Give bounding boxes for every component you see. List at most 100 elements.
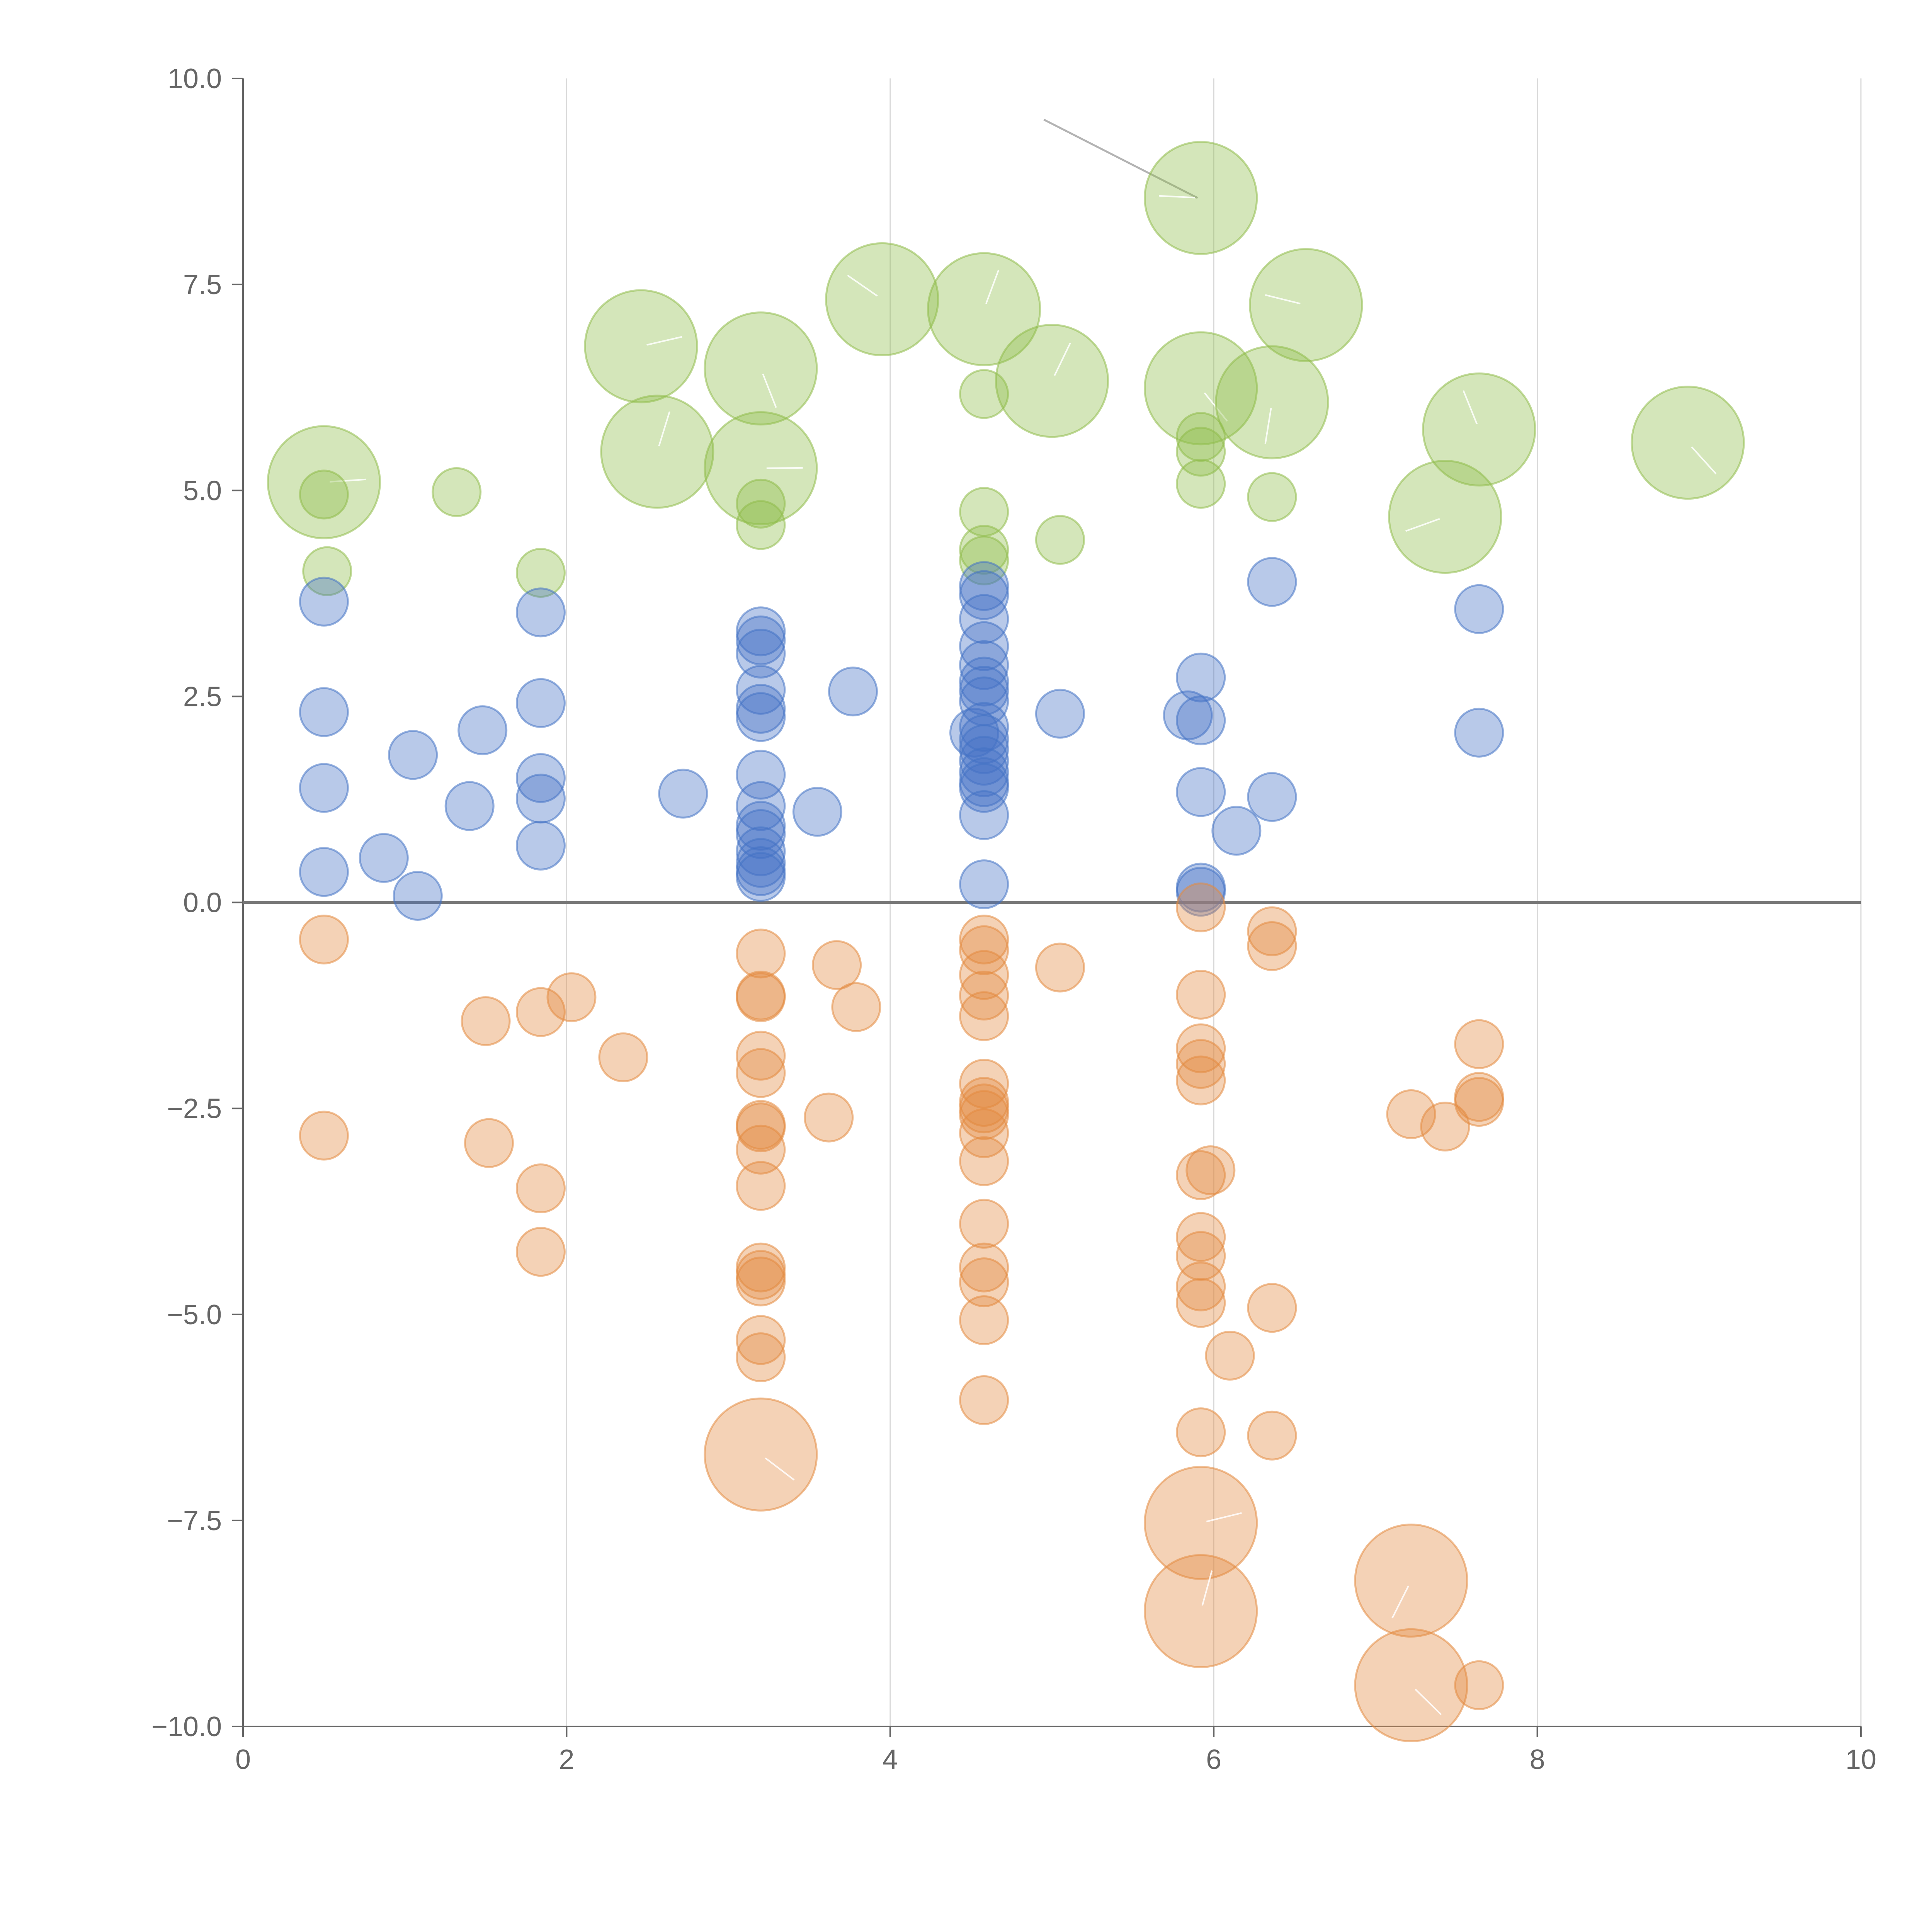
label-leader-line [330, 478, 366, 483]
y-tick-label: −10.0 [151, 1711, 222, 1742]
data-point-orange [1205, 1330, 1255, 1381]
data-point-blue [959, 594, 1009, 644]
data-point-orange [1247, 906, 1297, 956]
axes [232, 78, 1862, 1737]
data-point-orange [736, 1242, 786, 1293]
data-point-orange [736, 929, 786, 979]
data-point-orange [1420, 1102, 1470, 1152]
label-leader-line [762, 373, 777, 408]
data-point-blue [515, 820, 566, 871]
data-point-orange [959, 1257, 1009, 1308]
tick-labels: 0 2 4 6 8 10 10.0 7.5 5.0 2.5 0.0 −2.5 −5.0 −7.5 −10.0 [151, 63, 1876, 1775]
data-point-orange [959, 1090, 1009, 1140]
data-point-green [600, 395, 714, 509]
data-point-blue [959, 640, 1009, 690]
data-point-green [704, 311, 818, 426]
data-point-green [267, 425, 381, 539]
data-point-green [959, 525, 1009, 575]
y-tick-label: −5.0 [167, 1299, 222, 1330]
data-point-orange [598, 1032, 648, 1082]
data-point-blue [457, 705, 508, 755]
data-point-blue [444, 781, 495, 831]
data-point-orange [959, 970, 1009, 1020]
data-point-orange [959, 991, 1009, 1041]
data-point-orange [1185, 1145, 1236, 1196]
label-leader-line [1206, 1512, 1242, 1522]
data-point-orange [1176, 882, 1226, 932]
data-point-green [736, 500, 786, 550]
data-point-blue [736, 665, 786, 715]
data-point-blue [1176, 652, 1226, 702]
x-tick-label: 2 [559, 1744, 574, 1775]
data-point-blue [959, 790, 1009, 840]
data-point-orange [1144, 1466, 1258, 1580]
label-leader-line [765, 1457, 795, 1481]
label-leader-line [1691, 446, 1717, 474]
data-point-green [1247, 472, 1297, 522]
data-point-orange [1176, 1212, 1226, 1262]
data-point-orange [464, 1118, 514, 1168]
data-point-orange [959, 1295, 1009, 1345]
data-point-orange [736, 1124, 786, 1175]
data-point-blue [959, 747, 1009, 798]
label-leader-line [1265, 294, 1301, 304]
data-point-orange [959, 1199, 1009, 1249]
data-point-orange [1176, 1039, 1226, 1089]
y-tick-label: 0.0 [183, 888, 222, 918]
data-point-blue [1211, 806, 1262, 856]
data-point-blue [792, 787, 842, 837]
bubbles [267, 141, 1745, 1742]
label-leader-line [1264, 408, 1272, 444]
data-point-blue [299, 577, 349, 627]
data-point-green [927, 252, 1041, 366]
data-point-blue [736, 750, 786, 800]
data-point-blue [1454, 707, 1504, 758]
data-point-orange [736, 1161, 786, 1211]
data-point-orange [1454, 1077, 1504, 1127]
data-point-blue [515, 587, 566, 638]
data-point-orange [736, 1315, 786, 1365]
data-point-blue [1176, 867, 1226, 917]
data-point-green [1631, 386, 1745, 500]
data-point-orange [736, 1048, 786, 1098]
data-point-orange [299, 914, 349, 964]
data-point-green [515, 548, 566, 598]
data-point-orange [1035, 942, 1085, 993]
data-point-orange [1247, 921, 1297, 971]
label-leader-line [658, 411, 670, 447]
data-point-orange [959, 1242, 1009, 1293]
label-leader-line [1405, 518, 1440, 532]
data-point-blue [959, 736, 1009, 786]
data-point-blue [299, 847, 349, 897]
data-point-green [959, 536, 1009, 586]
data-point-blue [658, 769, 708, 819]
data-point-blue [959, 763, 1009, 813]
data-point-blue [1247, 772, 1297, 822]
annotation-leader-line [1043, 119, 1198, 199]
data-point-orange [736, 1256, 786, 1306]
data-point-orange [1176, 969, 1226, 1020]
data-point-orange [1144, 1554, 1258, 1668]
label-leader-line [1463, 390, 1478, 425]
data-point-blue [959, 859, 1009, 910]
data-point-blue [1163, 690, 1213, 740]
data-point-green [1249, 248, 1363, 362]
data-point-green [1215, 345, 1329, 459]
data-point-green [432, 467, 482, 517]
label-leader-line [985, 269, 1000, 304]
data-point-blue [299, 687, 349, 737]
data-point-orange [546, 972, 597, 1022]
data-point-orange [1176, 1278, 1226, 1328]
data-point-orange [1354, 1628, 1468, 1742]
data-point-orange [1176, 1407, 1226, 1458]
label-leader-line [646, 336, 682, 346]
y-tick-label: −2.5 [167, 1094, 222, 1124]
label-leader-line [1201, 1570, 1213, 1606]
data-point-orange [736, 1332, 786, 1383]
data-point-orange [736, 1031, 786, 1081]
data-point-orange [1247, 1410, 1297, 1461]
data-point-blue [359, 833, 409, 883]
y-tick-label: 2.5 [183, 681, 222, 712]
data-point-orange [461, 996, 511, 1046]
